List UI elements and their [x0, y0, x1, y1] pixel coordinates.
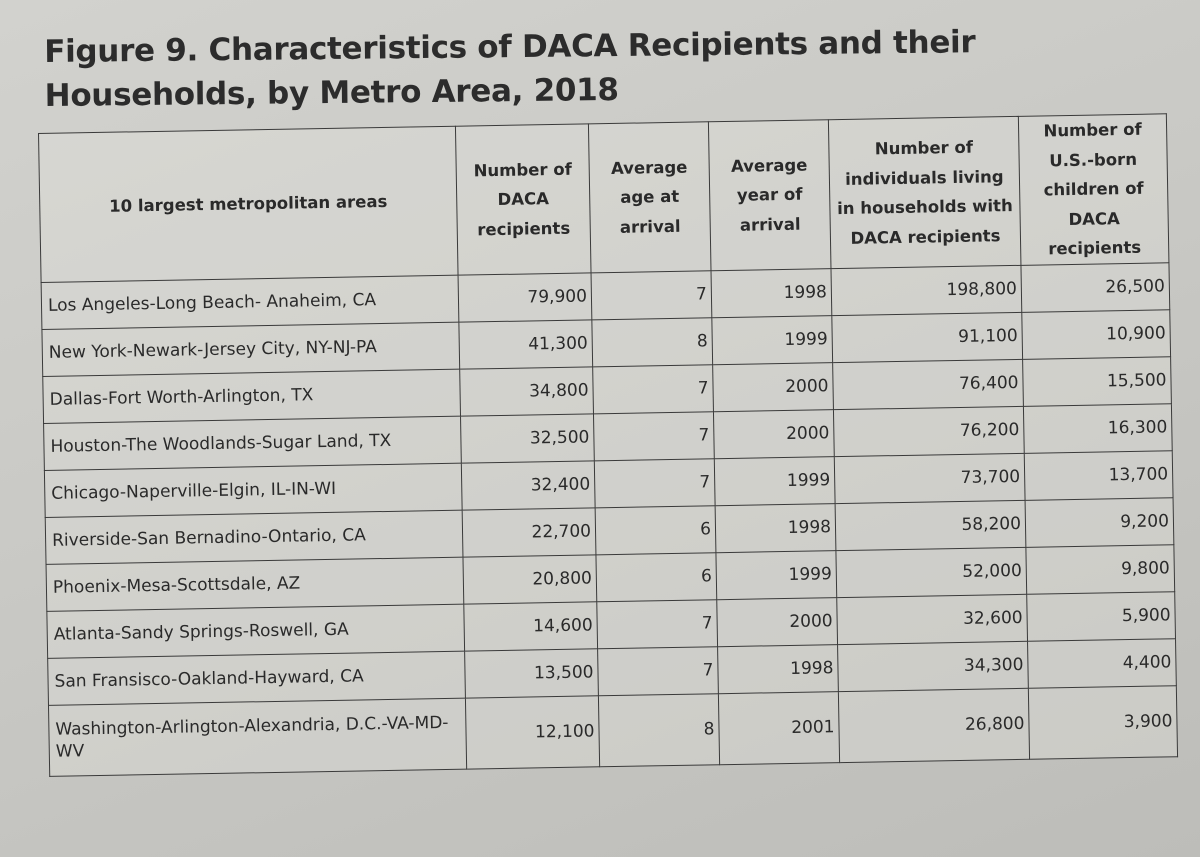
cell-individuals: 76,400: [832, 359, 1024, 410]
cell-age: 7: [593, 411, 715, 461]
cell-recipients: 32,400: [461, 460, 596, 511]
cell-recipients: 32,500: [460, 413, 595, 464]
cell-children: 16,300: [1023, 403, 1173, 454]
table-container: 10 largest metropolitan areas Number of …: [38, 113, 1179, 777]
cell-recipients: 14,600: [463, 601, 598, 652]
cell-children: 15,500: [1022, 356, 1172, 407]
table-body: Los Angeles-Long Beach- Anaheim, CA 79,90…: [41, 262, 1178, 777]
header-individuals: Number of individuals living in househol…: [828, 116, 1021, 269]
cell-recipients: 41,300: [458, 319, 593, 370]
cell-age: 7: [597, 646, 719, 696]
cell-recipients: 13,500: [464, 648, 599, 699]
cell-individuals: 73,700: [834, 453, 1026, 504]
cell-year: 2000: [712, 362, 834, 412]
cell-children: 9,800: [1025, 544, 1175, 595]
cell-age: 7: [591, 270, 712, 320]
cell-recipients: 34,800: [459, 366, 594, 417]
cell-children: 5,900: [1026, 591, 1176, 642]
cell-year: 1998: [711, 268, 832, 318]
cell-year: 1999: [715, 550, 837, 600]
cell-age: 7: [596, 599, 718, 649]
cell-age: 7: [594, 458, 716, 508]
cell-individuals: 91,100: [831, 312, 1023, 363]
figure-title: Figure 9. Characteristics of DACA Recipi…: [44, 24, 976, 114]
data-table: 10 largest metropolitan areas Number of …: [38, 113, 1179, 777]
cell-year: 2001: [718, 691, 840, 765]
cell-age: 6: [595, 552, 717, 602]
cell-children: 3,900: [1028, 685, 1178, 760]
cell-children: 13,700: [1024, 450, 1174, 501]
cell-children: 26,500: [1020, 262, 1170, 313]
cell-recipients: 20,800: [462, 554, 597, 605]
cell-children: 4,400: [1027, 638, 1177, 689]
cell-age: 8: [598, 693, 720, 767]
cell-metro: San Fransisco-Oakland-Hayward, CA: [47, 651, 466, 706]
header-age: Average age at arrival: [588, 121, 712, 273]
cell-metro: New York-Newark-Jersey City, NY-NJ-PA: [41, 322, 460, 377]
cell-individuals: 32,600: [836, 594, 1028, 645]
cell-year: 2000: [716, 597, 838, 647]
cell-age: 6: [595, 505, 716, 555]
table-header: 10 largest metropolitan areas Number of …: [38, 113, 1169, 283]
cell-metro: Phoenix-Mesa-Scottsdale, AZ: [46, 557, 464, 612]
cell-age: 7: [592, 364, 714, 414]
cell-year: 1998: [717, 644, 839, 694]
cell-metro: Riverside-San Bernadino-Ontario, CA: [45, 510, 463, 565]
cell-year: 1998: [715, 503, 836, 553]
cell-individuals: 34,300: [837, 641, 1029, 692]
header-metro: 10 largest metropolitan areas: [38, 126, 459, 283]
cell-age: 8: [591, 317, 713, 367]
cell-metro: Los Angeles-Long Beach- Anaheim, CA: [41, 275, 459, 330]
cell-recipients: 22,700: [462, 507, 596, 558]
cell-metro: Washington-Arlington-Alexandria, D.C.-VA…: [48, 698, 467, 777]
cell-year: 1999: [711, 315, 833, 365]
cell-year: 1999: [714, 456, 836, 506]
cell-individuals: 26,800: [838, 688, 1030, 763]
cell-individuals: 198,800: [830, 265, 1022, 316]
cell-metro: Dallas-Fort Worth-Arlington, TX: [42, 369, 461, 424]
header-year: Average year of arrival: [708, 119, 831, 271]
cell-recipients: 79,900: [458, 272, 592, 323]
cell-metro: Houston-The Woodlands-Sugar Land, TX: [43, 416, 462, 471]
cell-metro: Atlanta-Sandy Springs-Roswell, GA: [46, 604, 465, 659]
header-row: 10 largest metropolitan areas Number of …: [38, 113, 1169, 283]
cell-recipients: 12,100: [465, 695, 600, 770]
header-recipients: Number of DACA recipients: [455, 123, 592, 276]
cell-metro: Chicago-Naperville-Elgin, IL-IN-WI: [44, 463, 463, 518]
cell-children: 10,900: [1021, 309, 1171, 360]
cell-individuals: 52,000: [835, 547, 1027, 598]
header-children: Number of U.S.-born children of DACA rec…: [1018, 113, 1169, 266]
cell-children: 9,200: [1025, 497, 1174, 548]
cell-individuals: 76,200: [833, 406, 1025, 457]
cell-individuals: 58,200: [835, 500, 1026, 551]
cell-year: 2000: [713, 409, 835, 459]
